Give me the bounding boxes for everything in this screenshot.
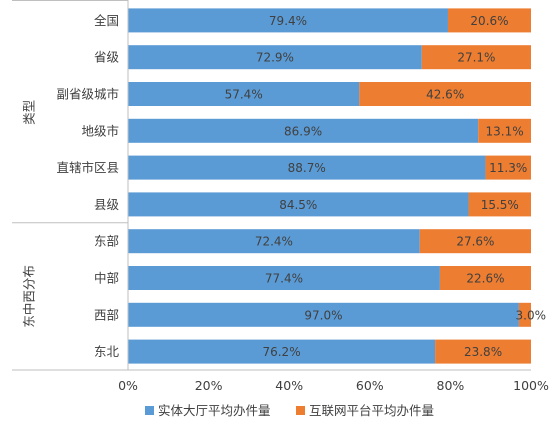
category-label: 全国 xyxy=(94,13,119,28)
data-label: 27.6% xyxy=(456,235,494,249)
data-label: 20.6% xyxy=(470,14,508,28)
bar-segment-internet-platform xyxy=(478,118,531,143)
group-label: 类型 xyxy=(22,100,37,125)
data-label: 11.3% xyxy=(489,161,527,175)
bar-segment-physical-hall xyxy=(128,45,422,70)
bar-segment-physical-hall xyxy=(128,82,360,106)
data-label: 84.5% xyxy=(279,198,317,212)
legend-swatch xyxy=(145,406,154,415)
data-label: 72.9% xyxy=(256,51,294,65)
axis-frame xyxy=(12,0,531,371)
bar-segment-internet-platform xyxy=(421,45,531,70)
category-label: 西部 xyxy=(94,307,119,322)
bar-segment-internet-platform xyxy=(359,82,531,106)
data-label: 77.4% xyxy=(265,272,303,286)
data-label: 88.7% xyxy=(288,161,326,175)
bar-segment-internet-platform xyxy=(518,302,531,327)
x-tick-label: 80% xyxy=(437,378,465,393)
bar-segment-internet-platform xyxy=(435,339,531,364)
category-label: 副省级城市 xyxy=(56,87,119,102)
data-label: 13.1% xyxy=(486,124,524,138)
legend: 实体大厅平均办件量 互联网平台平均办件量 xyxy=(145,403,434,418)
data-label: 72.4% xyxy=(255,235,293,249)
bar-segment-physical-hall xyxy=(128,8,448,33)
data-label: 27.1% xyxy=(457,51,495,65)
data-label: 76.2% xyxy=(262,345,300,359)
legend-label: 互联网平台平均办件量 xyxy=(309,403,434,418)
group-label: 东中西分布 xyxy=(22,265,37,328)
bar-segment-physical-hall xyxy=(128,118,479,143)
bar-segment-physical-hall xyxy=(128,339,436,364)
bar-segment-physical-hall xyxy=(128,155,486,180)
x-tick-label: 100% xyxy=(513,378,549,393)
data-label: 86.9% xyxy=(284,124,322,138)
bars-layer: 79.4% 20.6% 72.9% 27.1% 57.4% 42.6% 86.9% 13.1%… xyxy=(128,8,547,364)
x-tick-label: 40% xyxy=(275,378,303,393)
data-label: 57.4% xyxy=(225,88,263,102)
bar-segment-internet-platform xyxy=(485,155,531,180)
data-label: 23.8% xyxy=(464,345,502,359)
bar-segment-internet-platform xyxy=(447,8,531,33)
bar-segment-internet-platform xyxy=(439,266,531,290)
bar-segment-physical-hall xyxy=(128,229,420,254)
x-tick-label: 20% xyxy=(195,378,223,393)
category-label: 地级市 xyxy=(81,123,119,138)
category-label: 省级 xyxy=(94,50,120,65)
data-label: 97.0% xyxy=(304,308,342,322)
bar-segment-internet-platform xyxy=(468,192,531,217)
x-tick-label: 60% xyxy=(356,378,384,393)
category-label: 东部 xyxy=(94,234,119,249)
data-label: 42.6% xyxy=(426,88,464,102)
data-label: 79.4% xyxy=(269,14,307,28)
legend-label: 实体大厅平均办件量 xyxy=(158,403,271,418)
legend-swatch xyxy=(296,406,305,415)
data-label: 3.0% xyxy=(516,308,547,322)
bar-segment-physical-hall xyxy=(128,266,440,290)
bar-segment-physical-hall xyxy=(128,302,519,327)
category-label: 直辖市区县 xyxy=(56,160,119,175)
x-tick-label: 0% xyxy=(118,378,138,393)
bar-segment-physical-hall xyxy=(128,192,469,217)
category-label: 东北 xyxy=(94,344,120,359)
x-axis-ticks: 0% 20% 40% 60% 80% 100% xyxy=(118,378,549,393)
category-label: 县级 xyxy=(94,197,120,212)
bar-segment-internet-platform xyxy=(419,229,531,254)
data-label: 22.6% xyxy=(466,272,504,286)
data-label: 15.5% xyxy=(481,198,519,212)
category-label: 中部 xyxy=(94,271,119,286)
